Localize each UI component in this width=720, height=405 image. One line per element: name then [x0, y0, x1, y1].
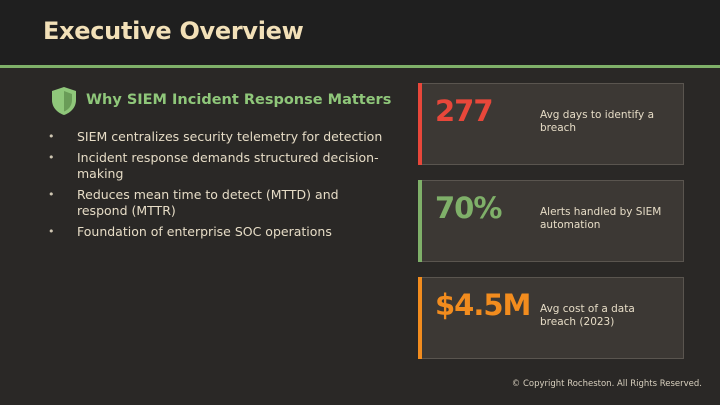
- list-item: • Foundation of enterprise SOC operation…: [48, 224, 388, 240]
- stat-label: Alerts handled by SIEM automation: [540, 206, 662, 231]
- stat-value: $4.5M: [435, 288, 531, 322]
- list-item: • SIEM centralizes security telemetry fo…: [48, 129, 388, 145]
- stat-accent-bar: [418, 83, 422, 165]
- list-item: • Incident response demands structured d…: [48, 150, 388, 182]
- stat-label: Avg cost of a data breach (2023): [540, 303, 635, 328]
- stat-card-automation: 70% Alerts handled by SIEM automation: [418, 180, 684, 262]
- shield-icon: [52, 87, 76, 115]
- bullet-list: • SIEM centralizes security telemetry fo…: [48, 129, 388, 245]
- header-bar: Executive Overview: [0, 0, 720, 66]
- section-title: Why SIEM Incident Response Matters: [86, 92, 392, 108]
- bullet-text: SIEM centralizes security telemetry for …: [77, 129, 383, 144]
- bullet-marker: •: [48, 151, 55, 164]
- bullet-marker: •: [48, 130, 55, 143]
- list-item: • Reduces mean time to detect (MTTD) and…: [48, 187, 388, 219]
- stat-card-breach-cost: $4.5M Avg cost of a data breach (2023): [418, 277, 684, 359]
- bullet-text: Incident response demands structured dec…: [77, 150, 379, 181]
- stat-value: 277: [435, 94, 494, 128]
- copyright-footer: © Copyright Rocheston. All Rights Reserv…: [511, 379, 702, 389]
- stat-card-breach-days: 277 Avg days to identify a breach: [418, 83, 684, 165]
- bullet-text: Reduces mean time to detect (MTTD) and r…: [77, 187, 339, 218]
- stat-label: Avg days to identify a breach: [540, 109, 655, 134]
- stat-accent-bar: [418, 277, 422, 359]
- page-title: Executive Overview: [43, 17, 304, 45]
- bullet-marker: •: [48, 225, 55, 238]
- bullet-text: Foundation of enterprise SOC operations: [77, 224, 332, 239]
- header-divider: [0, 65, 720, 68]
- stat-value: 70%: [435, 191, 502, 225]
- bullet-marker: •: [48, 188, 55, 201]
- stat-accent-bar: [418, 180, 422, 262]
